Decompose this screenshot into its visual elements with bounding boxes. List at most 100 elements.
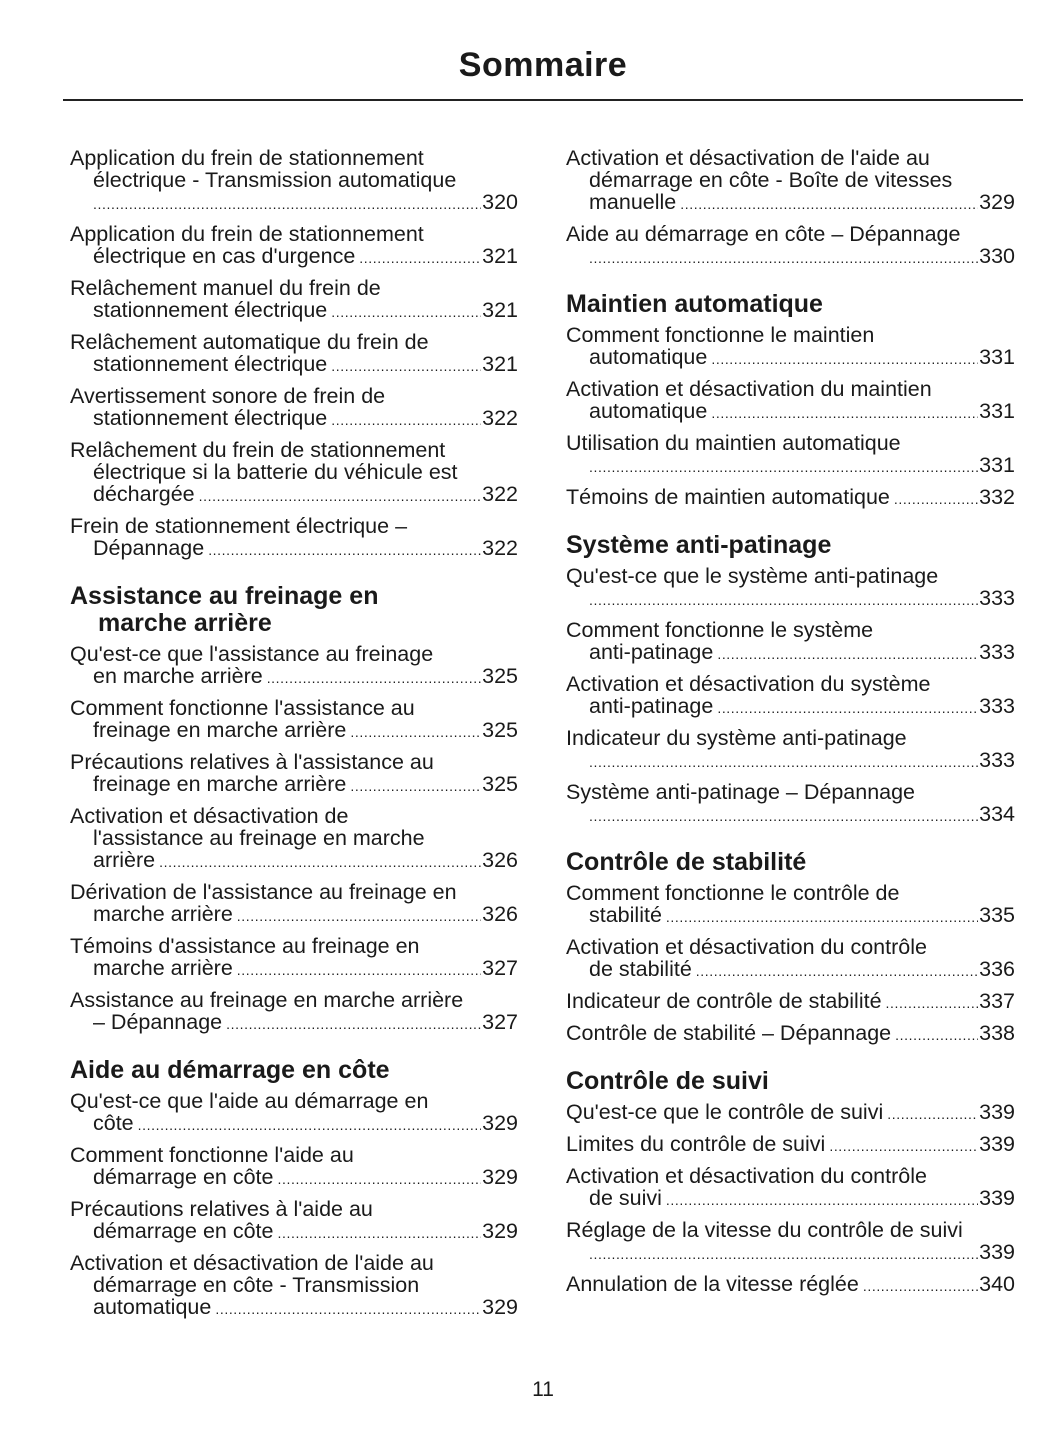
toc-entry[interactable]: Qu'est-ce que le contrôle de suivi......… — [566, 1101, 1015, 1125]
entry-page-number: 331 — [979, 345, 1015, 369]
toc-entry[interactable]: Réglage de la vitesse du contrôle de sui… — [566, 1219, 1015, 1265]
entry-line: stationnement électrique — [93, 352, 328, 376]
dot-leader: ........................................… — [589, 808, 979, 824]
toc-entry[interactable]: Système anti-patinage – Dépannage.......… — [566, 781, 1015, 827]
entry-page-number: 322 — [482, 482, 518, 506]
entry-line: Application du frein de stationnement — [70, 222, 424, 246]
dot-leader: ........................................… — [331, 304, 481, 320]
toc-entry[interactable]: Qu'est-ce que l'assistance au freinage en… — [70, 643, 518, 689]
title-divider — [63, 99, 1023, 101]
entry-line: démarrage en côte - Boîte de vitesses — [589, 168, 953, 192]
toc-entry[interactable]: Activation et désactivation du contrôle d… — [566, 1165, 1015, 1211]
entry-line: Relâchement automatique du frein de — [70, 330, 429, 354]
entry-line: stationnement électrique — [93, 406, 328, 430]
dot-leader: ........................................… — [331, 412, 481, 428]
toc-entry[interactable]: Relâchement manuel du frein de stationnem… — [70, 277, 518, 323]
dot-leader: ........................................… — [137, 1117, 481, 1133]
entry-page-number: 326 — [482, 902, 518, 926]
entry-page-number: 333 — [979, 694, 1015, 718]
toc-entry[interactable]: Activation et désactivation de l'assistan… — [70, 805, 518, 873]
dot-leader: ........................................… — [862, 1278, 978, 1294]
entry-page-number: 327 — [482, 956, 518, 980]
toc-entry[interactable]: Application du frein de stationnement éle… — [70, 223, 518, 269]
entry-line: automatique — [93, 1295, 212, 1319]
entry-last-line: ........................................… — [566, 245, 1015, 269]
entry-line: – Dépannage — [93, 1010, 223, 1034]
toc-entry[interactable]: Utilisation du maintien automatique.....… — [566, 432, 1015, 478]
entry-line: Annulation de la vitesse réglée — [566, 1272, 859, 1296]
entry-page-number: 335 — [979, 903, 1015, 927]
toc-entry[interactable]: Avertissement sonore de frein de stationn… — [70, 385, 518, 431]
toc-entry[interactable]: Activation et désactivation du contrôle d… — [566, 936, 1015, 982]
entry-page-number: 334 — [979, 802, 1015, 826]
entry-page-number: 331 — [979, 399, 1015, 423]
toc-entry[interactable]: Relâchement du frein de stationnement éle… — [70, 439, 518, 507]
entry-last-line: stationnement électrique................… — [70, 407, 518, 431]
toc-entry[interactable]: Activation et désactivation du maintien a… — [566, 378, 1015, 424]
toc-entry[interactable]: Témoins d'assistance au freinage en march… — [70, 935, 518, 981]
toc-entry[interactable]: Comment fonctionne le système anti-patina… — [566, 619, 1015, 665]
entry-line: freinage en marche arrière — [93, 718, 347, 742]
toc-entry[interactable]: Relâchement automatique du frein de stati… — [70, 331, 518, 377]
entry-last-line: Qu'est-ce que le contrôle de suivi......… — [566, 1101, 1015, 1125]
toc-entry[interactable]: Annulation de la vitesse réglée.........… — [566, 1273, 1015, 1297]
dot-leader: ........................................… — [266, 670, 482, 686]
entry-line: électrique - Transmission automatique — [93, 168, 457, 192]
toc-entry[interactable]: Activation et désactivation de l'aide au… — [70, 1252, 518, 1320]
entry-page-number: 321 — [482, 298, 518, 322]
toc-entry[interactable]: Contrôle de stabilité – Dépannage.......… — [566, 1022, 1015, 1046]
dot-leader: ........................................… — [350, 778, 481, 794]
entry-line: Précautions relatives à l'aide au — [70, 1197, 373, 1221]
page-number: 11 — [532, 1378, 554, 1401]
entry-line: Dépannage — [93, 536, 205, 560]
entry-last-line: Témoins de maintien automatique.........… — [566, 486, 1015, 510]
entry-page-number: 330 — [979, 244, 1015, 268]
toc-entry[interactable]: Assistance au freinage en marche arrière… — [70, 989, 518, 1035]
toc-entry[interactable]: Dérivation de l'assistance au freinage e… — [70, 881, 518, 927]
entry-last-line: – Dépannage.............................… — [70, 1011, 518, 1035]
toc-entry[interactable]: Indicateur de contrôle de stabilité.....… — [566, 990, 1015, 1014]
toc-entry[interactable]: Précautions relatives à l'aide au démarra… — [70, 1198, 518, 1244]
entry-line: Témoins d'assistance au freinage en — [70, 934, 420, 958]
entry-line: Contrôle de stabilité – Dépannage — [566, 1021, 892, 1045]
dot-leader: ........................................… — [665, 909, 978, 925]
toc-entry[interactable]: Comment fonctionne le contrôle de stabili… — [566, 882, 1015, 928]
toc-entry[interactable]: Qu'est-ce que l'aide au démarrage en côte… — [70, 1090, 518, 1136]
dot-leader: ........................................… — [589, 1246, 979, 1262]
toc-entry[interactable]: Précautions relatives à l'assistance au f… — [70, 751, 518, 797]
entry-line: manuelle — [589, 190, 677, 214]
toc-entry[interactable]: Qu'est-ce que le système anti-patinage..… — [566, 565, 1015, 611]
dot-leader: ........................................… — [198, 488, 482, 504]
entry-page-number: 325 — [482, 772, 518, 796]
toc-entry[interactable]: Activation et désactivation de l'aide au… — [566, 147, 1015, 215]
toc-entry[interactable]: Activation et désactivation du système an… — [566, 673, 1015, 719]
entry-page-number: 329 — [482, 1111, 518, 1135]
entry-line: Activation et désactivation du maintien — [566, 377, 932, 401]
toc-entry[interactable]: Comment fonctionne le maintien automatiqu… — [566, 324, 1015, 370]
toc-entry[interactable]: Limites du contrôle de suivi............… — [566, 1133, 1015, 1157]
dot-leader: ........................................… — [215, 1301, 481, 1317]
entry-last-line: Limites du contrôle de suivi............… — [566, 1133, 1015, 1157]
entry-line: démarrage en côte - Transmission — [93, 1273, 420, 1297]
entry-last-line: démarrage en côte.......................… — [70, 1166, 518, 1190]
toc-entry[interactable]: Indicateur du système anti-patinage.....… — [566, 727, 1015, 773]
dot-leader: ........................................… — [93, 196, 482, 212]
toc-entry[interactable]: Aide au démarrage en côte – Dépannage...… — [566, 223, 1015, 269]
heading-line: Système anti-patinage — [566, 531, 832, 559]
entry-line: Indicateur de contrôle de stabilité — [566, 989, 882, 1013]
toc-entry[interactable]: Application du frein de stationnement éle… — [70, 147, 518, 215]
entry-line: l'assistance au freinage en marche — [93, 826, 425, 850]
section-heading: Contrôle de suivi — [566, 1068, 1015, 1095]
dot-leader: ........................................… — [893, 491, 978, 507]
dot-leader: ........................................… — [717, 646, 978, 662]
entry-line: Relâchement manuel du frein de — [70, 276, 381, 300]
toc-entry[interactable]: Témoins de maintien automatique.........… — [566, 486, 1015, 510]
toc-entry[interactable]: Comment fonctionne l'aide au démarrage en… — [70, 1144, 518, 1190]
entry-line: automatique — [589, 399, 708, 423]
toc-entry[interactable]: Frein de stationnement électrique – Dépan… — [70, 515, 518, 561]
entry-line: Témoins de maintien automatique — [566, 485, 890, 509]
dot-leader: ........................................… — [665, 1192, 978, 1208]
entry-page-number: 325 — [482, 718, 518, 742]
entry-line: Activation et désactivation du système — [566, 672, 931, 696]
toc-entry[interactable]: Comment fonctionne l'assistance au freina… — [70, 697, 518, 743]
